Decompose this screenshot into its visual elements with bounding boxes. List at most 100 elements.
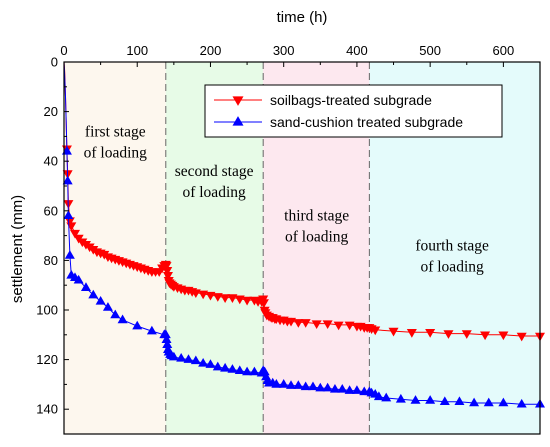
series-2-point	[516, 398, 527, 408]
series-1-point	[212, 293, 223, 302]
legend-marker-2	[232, 116, 244, 126]
stage-label-3-line-2: of loading	[285, 229, 349, 246]
series-2-point	[498, 397, 509, 407]
series-2-point	[117, 314, 128, 324]
series-2-point	[62, 175, 73, 185]
series-1-point	[480, 331, 491, 341]
series-2-point	[102, 302, 113, 311]
series-1-point	[311, 320, 322, 330]
x-tick-label: 0	[60, 43, 67, 58]
series-1-point	[69, 229, 80, 239]
series-2-point	[373, 391, 384, 401]
series-1-point	[162, 271, 173, 281]
series-1-point	[286, 317, 297, 327]
series-1-point	[227, 294, 238, 303]
series-1-point	[388, 327, 399, 337]
y-tick-label: 0	[51, 55, 58, 70]
series-2-point	[227, 364, 238, 373]
series-1-point	[370, 326, 381, 336]
x-tick-label: 500	[419, 43, 441, 58]
x-axis-title: time (h)	[277, 9, 328, 26]
series-2-point	[249, 366, 260, 376]
series-2-point	[183, 354, 194, 363]
series-2-point	[146, 325, 157, 335]
stage-label-1-line-2: of loading	[84, 144, 148, 161]
series-2-point	[190, 355, 201, 365]
series-2-point	[73, 274, 84, 284]
series-2-point	[315, 382, 326, 392]
series-2-point	[198, 357, 209, 367]
axes: 0 100 200 300 400 500 600 0 20 40 60 80 100 120 140	[36, 43, 541, 435]
series-2-point	[132, 320, 143, 330]
series-2-point	[205, 359, 216, 368]
series-2-point	[162, 339, 173, 349]
series-2-point	[307, 381, 318, 391]
y-tick-label: 140	[36, 402, 58, 417]
series-1	[61, 61, 545, 342]
stage-label-2: second stage of loading	[175, 163, 254, 201]
series-2-point	[395, 393, 406, 403]
series-2-point	[110, 309, 121, 319]
y-tick-label: 40	[44, 154, 58, 169]
y-axis-title: settlement (mm)	[9, 195, 26, 303]
y-tick-label: 20	[44, 104, 58, 119]
series-1-point	[242, 296, 253, 306]
series-2-point	[439, 396, 450, 406]
legend-marker-1	[232, 96, 244, 106]
series-1-point	[293, 319, 304, 328]
legend-label-2: sand-cushion treated subgrade	[270, 114, 463, 130]
series-2	[61, 61, 545, 408]
series-2-point	[271, 379, 282, 388]
series-1-point	[461, 330, 472, 339]
series-2-point	[88, 289, 99, 299]
series-1-point	[443, 330, 454, 339]
x-tick-label: 200	[200, 43, 222, 58]
series-2-point	[168, 351, 179, 361]
stage-label-1: first stage of loading	[84, 123, 148, 161]
series-1-point	[64, 217, 75, 227]
legend-label-1: soilbags-treated subgrade	[270, 92, 432, 108]
stage-label-1-line-1: first stage	[85, 123, 146, 140]
stage-region-1	[64, 62, 166, 434]
series-2-point	[242, 366, 253, 376]
series-2-point	[329, 383, 340, 393]
series-2-point	[278, 379, 289, 388]
series-2-point	[259, 366, 270, 376]
series-2-point	[454, 396, 465, 406]
series-2-point	[161, 334, 172, 344]
stage-label-4-line-2: of loading	[420, 258, 484, 275]
series-2-point	[410, 395, 421, 404]
legend: soilbags-treated subgrade sand-cushion tr…	[204, 84, 503, 138]
series-1-point	[161, 262, 172, 271]
series-1-point	[190, 289, 201, 299]
series-layer	[61, 61, 545, 408]
series-2-point	[344, 385, 355, 394]
stage-label-2-line-1: second stage	[175, 163, 254, 180]
series-2-point	[337, 383, 348, 393]
y-tick-label: 80	[44, 253, 58, 268]
series-2-point	[234, 365, 245, 375]
series-2-point	[286, 380, 297, 389]
series-2-point	[63, 210, 74, 220]
series-2-point	[160, 329, 171, 339]
series-2-point	[80, 282, 91, 291]
series-2-point	[95, 295, 106, 305]
series-2-point	[483, 397, 494, 407]
series-2-point	[381, 392, 392, 402]
series-2-point	[176, 352, 187, 362]
series-1-point	[258, 299, 269, 308]
series-1-point	[516, 332, 527, 342]
y-tick-label: 100	[36, 303, 58, 318]
stage-label-3: third stage of loading	[284, 208, 349, 246]
series-2-point	[293, 380, 304, 389]
series-1-point	[425, 329, 436, 338]
series-1-point	[344, 321, 355, 331]
series-1-point	[234, 295, 245, 305]
y-tick-label: 120	[36, 352, 58, 367]
stage-label-3-line-1: third stage	[284, 208, 349, 225]
series-2-point	[300, 381, 311, 391]
series-1-point	[198, 290, 209, 300]
series-2-point	[351, 385, 362, 394]
series-2-point	[64, 250, 75, 259]
